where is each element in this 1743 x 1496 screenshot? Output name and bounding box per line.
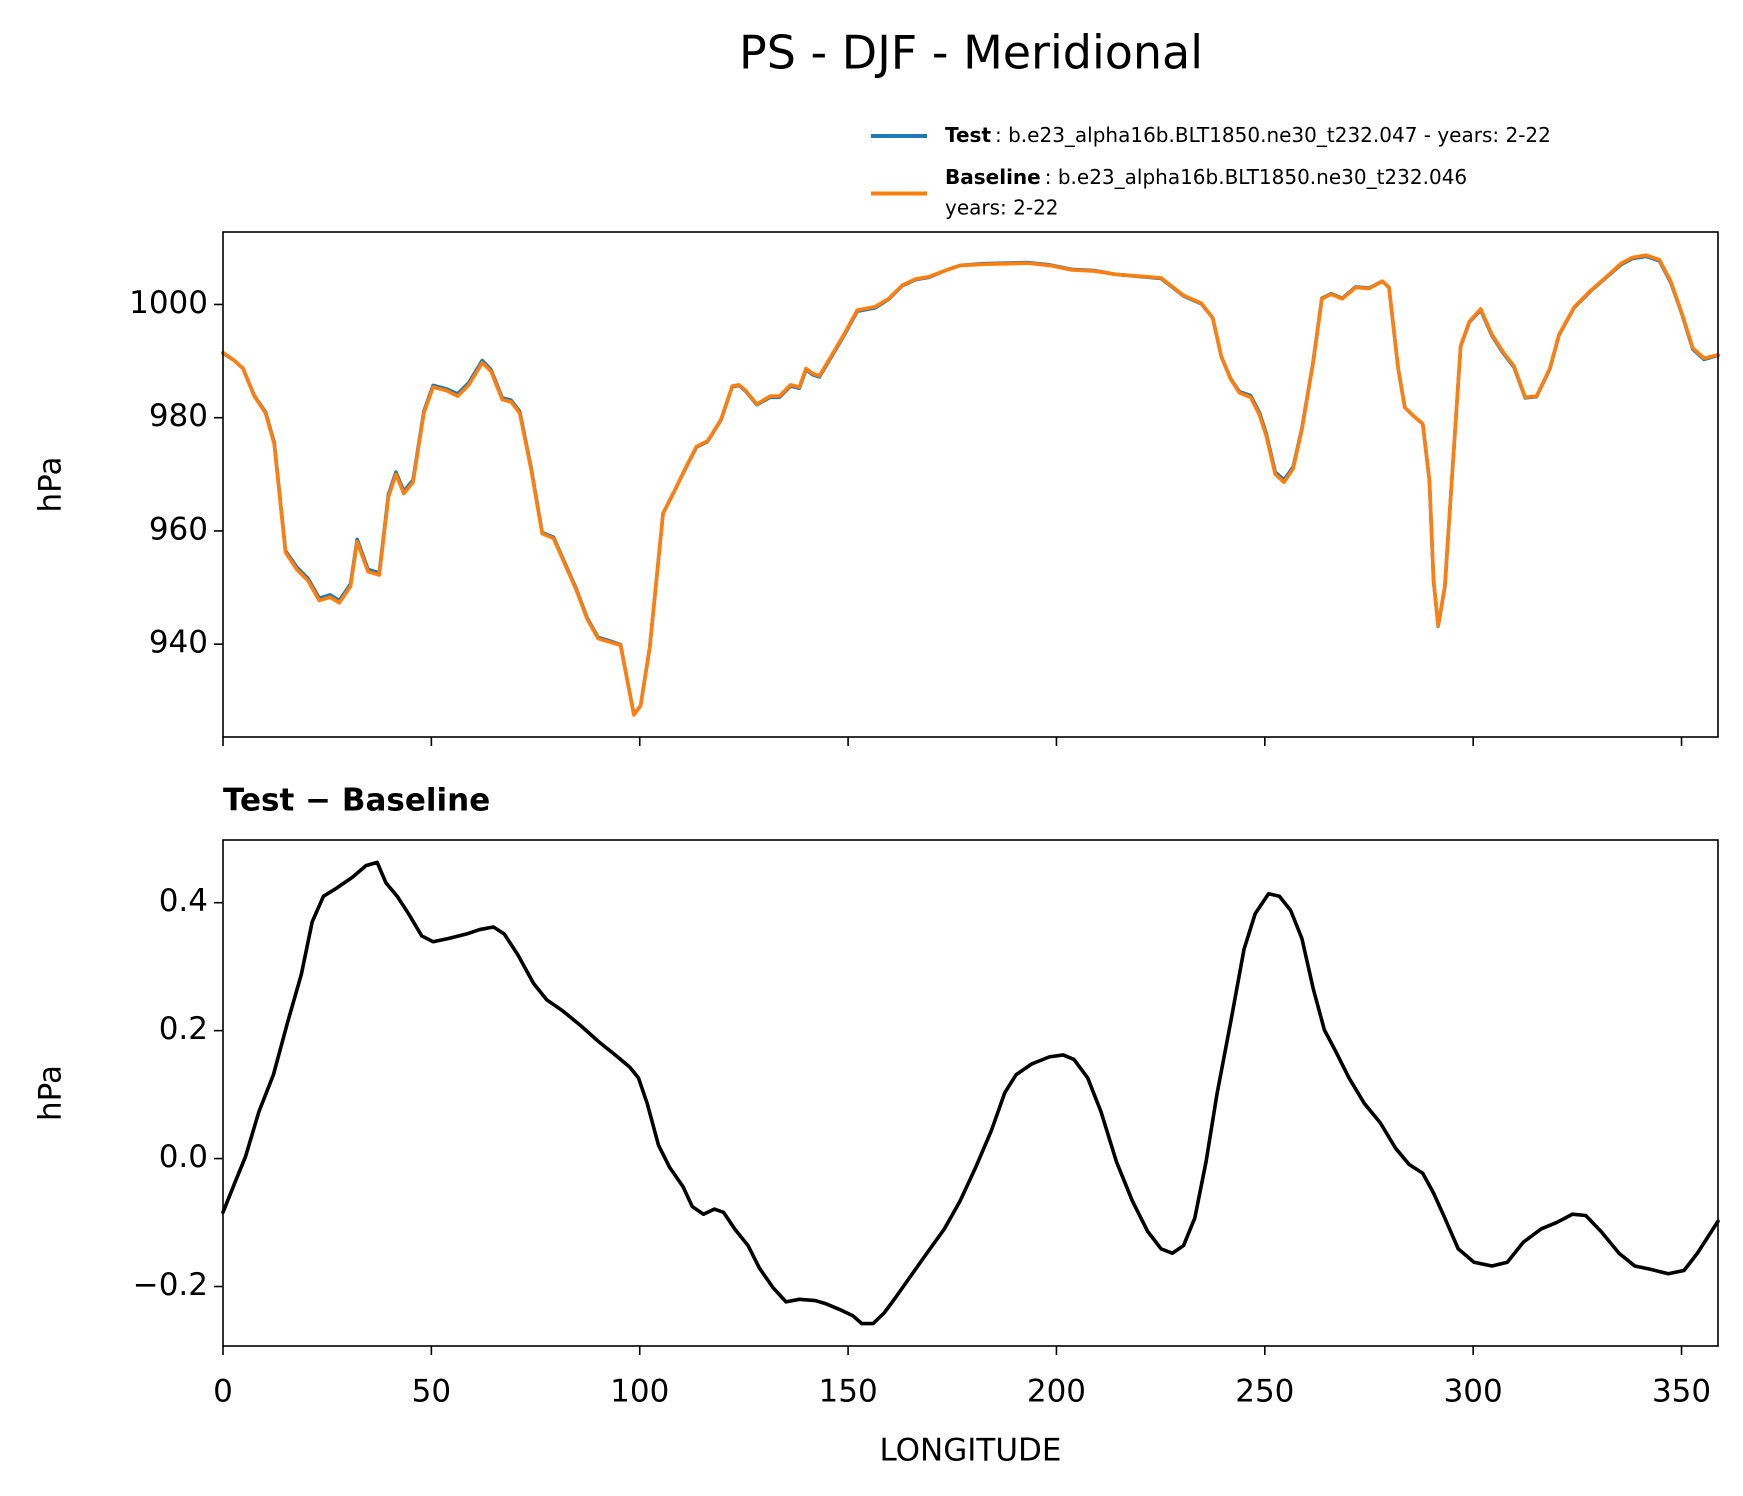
y-tick-label: 1000 bbox=[129, 285, 208, 321]
y-axis-label: hPa bbox=[33, 457, 69, 513]
axes-title: Test − Baseline bbox=[223, 783, 490, 819]
y-tick-label: 940 bbox=[149, 625, 208, 661]
x-tick-label: 350 bbox=[1652, 1374, 1711, 1410]
y-tick-label: −0.2 bbox=[133, 1267, 208, 1303]
x-tick-label: 300 bbox=[1444, 1374, 1503, 1410]
legend-name: Test bbox=[945, 123, 991, 147]
data-line bbox=[221, 860, 1720, 1326]
axes-frame bbox=[222, 231, 1719, 738]
x-axis-label: LONGITUDE bbox=[879, 1433, 1061, 1469]
x-tick-label: 200 bbox=[1027, 1374, 1086, 1410]
x-tick-label: 0 bbox=[213, 1374, 233, 1410]
legend: Test: b.e23_alpha16b.BLT1850.ne30_t232.0… bbox=[871, 123, 1551, 220]
x-tick-label: 150 bbox=[819, 1374, 878, 1410]
legend-label: Test: b.e23_alpha16b.BLT1850.ne30_t232.0… bbox=[945, 123, 1551, 147]
legend-description: : b.e23_alpha16b.BLT1850.ne30_t232.047 -… bbox=[995, 123, 1551, 147]
data-line bbox=[221, 253, 1720, 717]
legend-name: Baseline bbox=[945, 165, 1041, 189]
legend-label: Baseline: b.e23_alpha16b.BLT1850.ne30_t2… bbox=[945, 165, 1467, 189]
x-tick-label: 50 bbox=[412, 1374, 451, 1410]
y-axis-label: hPa bbox=[33, 1065, 69, 1121]
y-tick-label: 0.0 bbox=[159, 1139, 208, 1175]
x-tick-label: 250 bbox=[1235, 1374, 1294, 1410]
legend-description: : b.e23_alpha16b.BLT1850.ne30_t232.046 bbox=[1045, 165, 1467, 189]
x-tick-label: 100 bbox=[610, 1374, 669, 1410]
y-tick-label: 980 bbox=[149, 398, 208, 434]
y-tick-label: 960 bbox=[149, 511, 208, 547]
figure-title: PS - DJF - Meridional bbox=[739, 26, 1203, 80]
y-tick-label: 0.4 bbox=[159, 883, 208, 919]
axes-frame bbox=[222, 839, 1719, 1347]
y-tick-label: 0.2 bbox=[159, 1011, 208, 1047]
legend-description: years: 2-22 bbox=[945, 196, 1059, 220]
